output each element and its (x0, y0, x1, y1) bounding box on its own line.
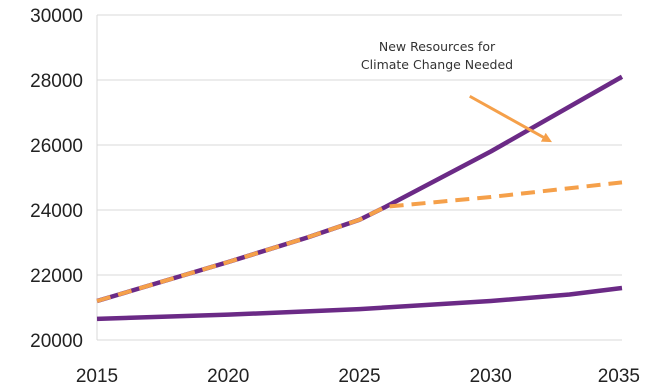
y-tick-label-2: 26000 (30, 136, 83, 157)
x-tick-label-3: 2030 (470, 366, 512, 387)
y-tick-labels: 30000 28000 26000 24000 22000 20000 (30, 6, 83, 352)
gridlines (97, 14, 622, 341)
x-tick-label-4: 2035 (598, 366, 640, 387)
series-line-1 (96, 180, 623, 303)
y-tick-label-4: 22000 (30, 266, 83, 287)
x-tick-labels: 2015 2020 2025 2030 2035 (76, 366, 640, 387)
y-tick-label-3: 24000 (30, 201, 83, 222)
annotation-arrow (469, 94, 552, 143)
x-tick-label-2: 2025 (338, 366, 380, 387)
series-line-0 (96, 74, 624, 304)
x-tick-label-0: 2015 (76, 366, 118, 387)
y-tick-label-1: 28000 (30, 71, 83, 92)
y-tick-label-0: 30000 (30, 6, 83, 27)
series-lines (96, 74, 624, 322)
annotation-text-line-1: Climate Change Needed (361, 57, 513, 72)
annotation-text-line-0: New Resources for (379, 39, 496, 54)
series-line-2 (96, 285, 623, 322)
y-tick-label-5: 20000 (30, 331, 83, 352)
annotation: New Resources for Climate Change Needed (361, 39, 552, 143)
x-tick-label-1: 2020 (207, 366, 249, 387)
